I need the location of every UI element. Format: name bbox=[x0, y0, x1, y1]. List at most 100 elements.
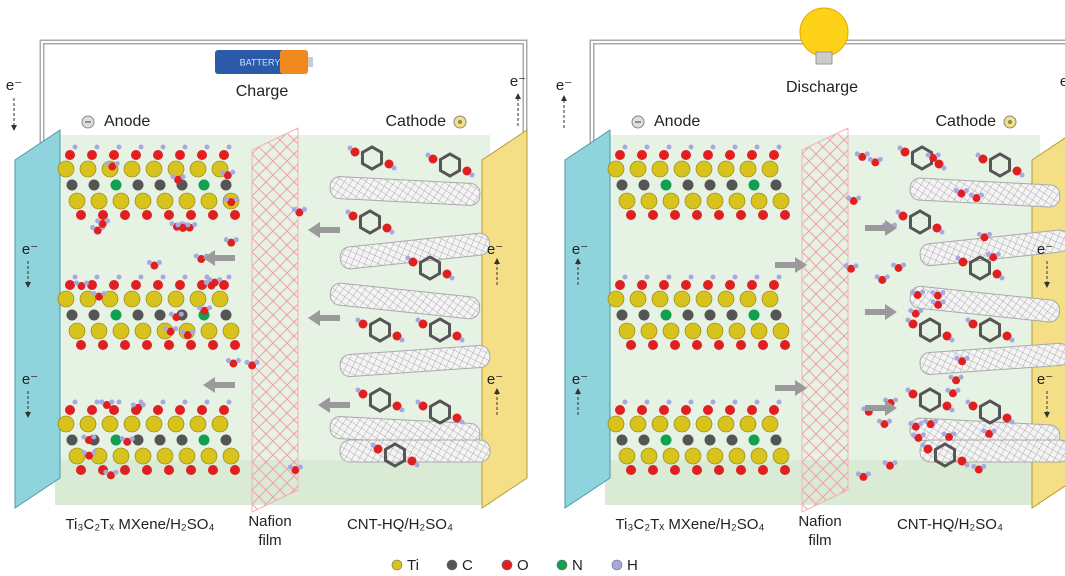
h-atom bbox=[754, 274, 760, 280]
ti-atom bbox=[90, 192, 108, 210]
panel: e⁻ e⁻ e⁻ e⁻ e⁻ e⁻ Anode Cathode Discharge Ti₃C₂Tₓ… bbox=[556, 39, 1065, 549]
o-atom bbox=[692, 340, 702, 350]
hydrogen-atom bbox=[940, 290, 946, 296]
hydrogen-atom bbox=[469, 172, 475, 178]
o-atom bbox=[208, 465, 218, 475]
hydrogen-atom bbox=[935, 152, 941, 158]
o-atom bbox=[637, 280, 647, 290]
oxygen-atom bbox=[210, 278, 219, 287]
hydrogen-atom bbox=[391, 165, 397, 171]
ti-atom bbox=[618, 192, 636, 210]
h-atom bbox=[160, 144, 166, 150]
h-atom bbox=[776, 144, 782, 150]
o-atom bbox=[615, 405, 625, 415]
c-atom bbox=[154, 434, 166, 446]
hydrogen-atom bbox=[220, 169, 226, 175]
ti-atom bbox=[211, 290, 229, 308]
h-atom bbox=[732, 399, 738, 405]
ti-atom bbox=[673, 290, 691, 308]
o-atom bbox=[681, 405, 691, 415]
oxygen-atom bbox=[878, 275, 887, 284]
membrane-label: film bbox=[258, 532, 281, 549]
h-atom bbox=[688, 144, 694, 150]
ti-atom bbox=[717, 290, 735, 308]
hydrogen-atom bbox=[449, 275, 455, 281]
ti-atom bbox=[651, 160, 669, 178]
ti-atom bbox=[79, 160, 97, 178]
h-atom bbox=[710, 399, 716, 405]
hydrogen-atom bbox=[864, 151, 870, 157]
hydrogen-atom bbox=[910, 289, 916, 295]
h-atom bbox=[204, 399, 210, 405]
o-atom bbox=[725, 280, 735, 290]
mode-label: Charge bbox=[236, 83, 289, 100]
o-atom bbox=[758, 465, 768, 475]
ti-atom bbox=[750, 192, 768, 210]
hydrogen-atom bbox=[104, 161, 110, 167]
c-atom bbox=[132, 179, 144, 191]
hydrogen-atom bbox=[949, 337, 955, 343]
hydroquinone-ring bbox=[418, 255, 442, 281]
c-atom bbox=[198, 179, 210, 191]
ti-atom bbox=[79, 415, 97, 433]
o-atom bbox=[703, 405, 713, 415]
hydrogen-atom bbox=[399, 407, 405, 413]
o-atom bbox=[626, 210, 636, 220]
o-atom bbox=[736, 210, 746, 220]
oxygen-atom bbox=[980, 233, 989, 242]
oxygen-atom bbox=[172, 313, 181, 322]
hydrogen-atom bbox=[910, 432, 916, 438]
hydrogen-atom bbox=[459, 337, 465, 343]
h-atom bbox=[710, 274, 716, 280]
o-atom bbox=[626, 340, 636, 350]
oxygen-atom bbox=[229, 359, 238, 368]
h-atom bbox=[622, 274, 628, 280]
hydroquinone-ring bbox=[428, 399, 452, 425]
oxygen-atom bbox=[373, 444, 383, 454]
oxygen-atom bbox=[392, 401, 402, 411]
ti-atom bbox=[90, 322, 108, 340]
oxygen-atom bbox=[134, 403, 143, 412]
oxygen-atom bbox=[908, 319, 918, 329]
oxygen-atom bbox=[166, 327, 175, 336]
o-atom bbox=[175, 405, 185, 415]
h-atom bbox=[776, 274, 782, 280]
ti-atom bbox=[640, 447, 658, 465]
oxygen-atom bbox=[108, 162, 117, 171]
c-atom bbox=[726, 179, 738, 191]
hydrogen-atom bbox=[173, 326, 179, 332]
h-atom bbox=[732, 144, 738, 150]
ti-atom bbox=[761, 415, 779, 433]
ti-atom bbox=[750, 322, 768, 340]
ion-flow-arrow bbox=[203, 250, 235, 266]
o-atom bbox=[186, 340, 196, 350]
hydrogen-atom bbox=[971, 464, 977, 470]
ion-flow-arrow bbox=[865, 304, 897, 320]
membrane-label: film bbox=[808, 532, 831, 549]
oxygen-atom bbox=[911, 422, 920, 431]
o-atom bbox=[659, 280, 669, 290]
battery-label: BATTERY bbox=[240, 57, 281, 67]
c-atom bbox=[616, 434, 628, 446]
hydrogen-atom bbox=[1019, 172, 1025, 178]
oxygen-atom bbox=[358, 389, 368, 399]
electron-label: e⁻ bbox=[1037, 371, 1053, 388]
hydrogen-atom bbox=[169, 221, 175, 227]
hydrogen-atom bbox=[867, 156, 873, 162]
hydrogen-atom bbox=[347, 145, 353, 151]
hydrogen-atom bbox=[853, 263, 859, 269]
hydrogen-atom bbox=[948, 374, 954, 380]
o-atom bbox=[120, 340, 130, 350]
c-atom bbox=[66, 179, 78, 191]
hydrogen-atom bbox=[415, 399, 421, 405]
h-atom bbox=[72, 144, 78, 150]
ti-atom bbox=[607, 415, 625, 433]
h-atom bbox=[226, 399, 232, 405]
battery-tip bbox=[308, 57, 313, 67]
hydrogen-atom bbox=[893, 397, 899, 403]
o-atom bbox=[197, 150, 207, 160]
legend-label: C bbox=[462, 557, 473, 574]
cathode-label: Cathode bbox=[936, 113, 997, 130]
h-atom bbox=[182, 144, 188, 150]
hydrogen-atom bbox=[855, 471, 861, 477]
